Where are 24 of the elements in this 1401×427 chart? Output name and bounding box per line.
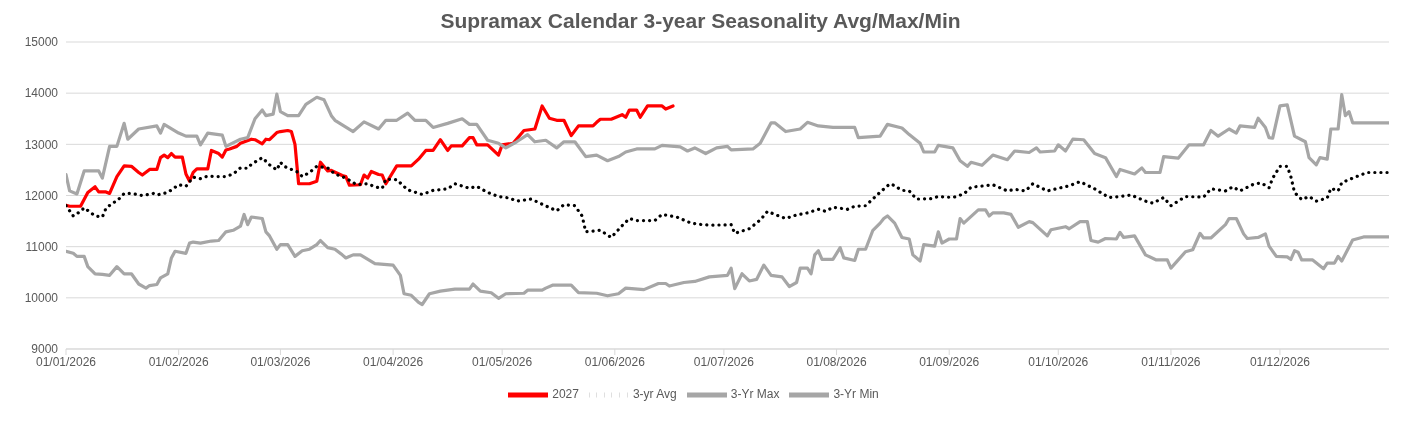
y-tick-label: 15000 xyxy=(24,35,59,50)
x-tick-label: 01/06/2026 xyxy=(584,354,646,369)
x-tick-label: 01/07/2026 xyxy=(693,354,755,369)
x-tick-label: 01/12/2026 xyxy=(1249,354,1311,369)
y-tick-label: 12000 xyxy=(24,188,59,203)
legend-label: 2027 xyxy=(552,387,579,402)
x-tick-label: 01/09/2026 xyxy=(919,354,980,369)
x-tick-label: 01/04/2026 xyxy=(363,354,424,369)
y-tick-label: 10000 xyxy=(24,291,59,306)
y-tick-label: 14000 xyxy=(24,86,59,101)
x-tick-label: 01/03/2026 xyxy=(250,354,311,369)
legend-label: 3-Yr Min xyxy=(833,387,879,402)
y-tick-label: 9000 xyxy=(31,342,59,357)
y-tick-label: 13000 xyxy=(24,137,59,152)
x-tick-label: 01/10/2026 xyxy=(1028,354,1089,369)
legend-label: 3-yr Avg xyxy=(632,387,677,402)
legend-label: 3-Yr Max xyxy=(730,387,780,402)
x-tick-label: 01/02/2026 xyxy=(148,354,210,369)
x-tick-label: 01/11/2026 xyxy=(1141,354,1201,369)
x-tick-label: 01/05/2026 xyxy=(472,354,533,369)
y-tick-label: 11000 xyxy=(25,239,59,254)
chart-title: Supramax Calendar 3-year Seasonality Avg/Max/Min xyxy=(439,8,962,34)
x-tick-label: 01/01/2026 xyxy=(35,354,97,369)
x-tick-label: 01/08/2026 xyxy=(806,354,867,369)
